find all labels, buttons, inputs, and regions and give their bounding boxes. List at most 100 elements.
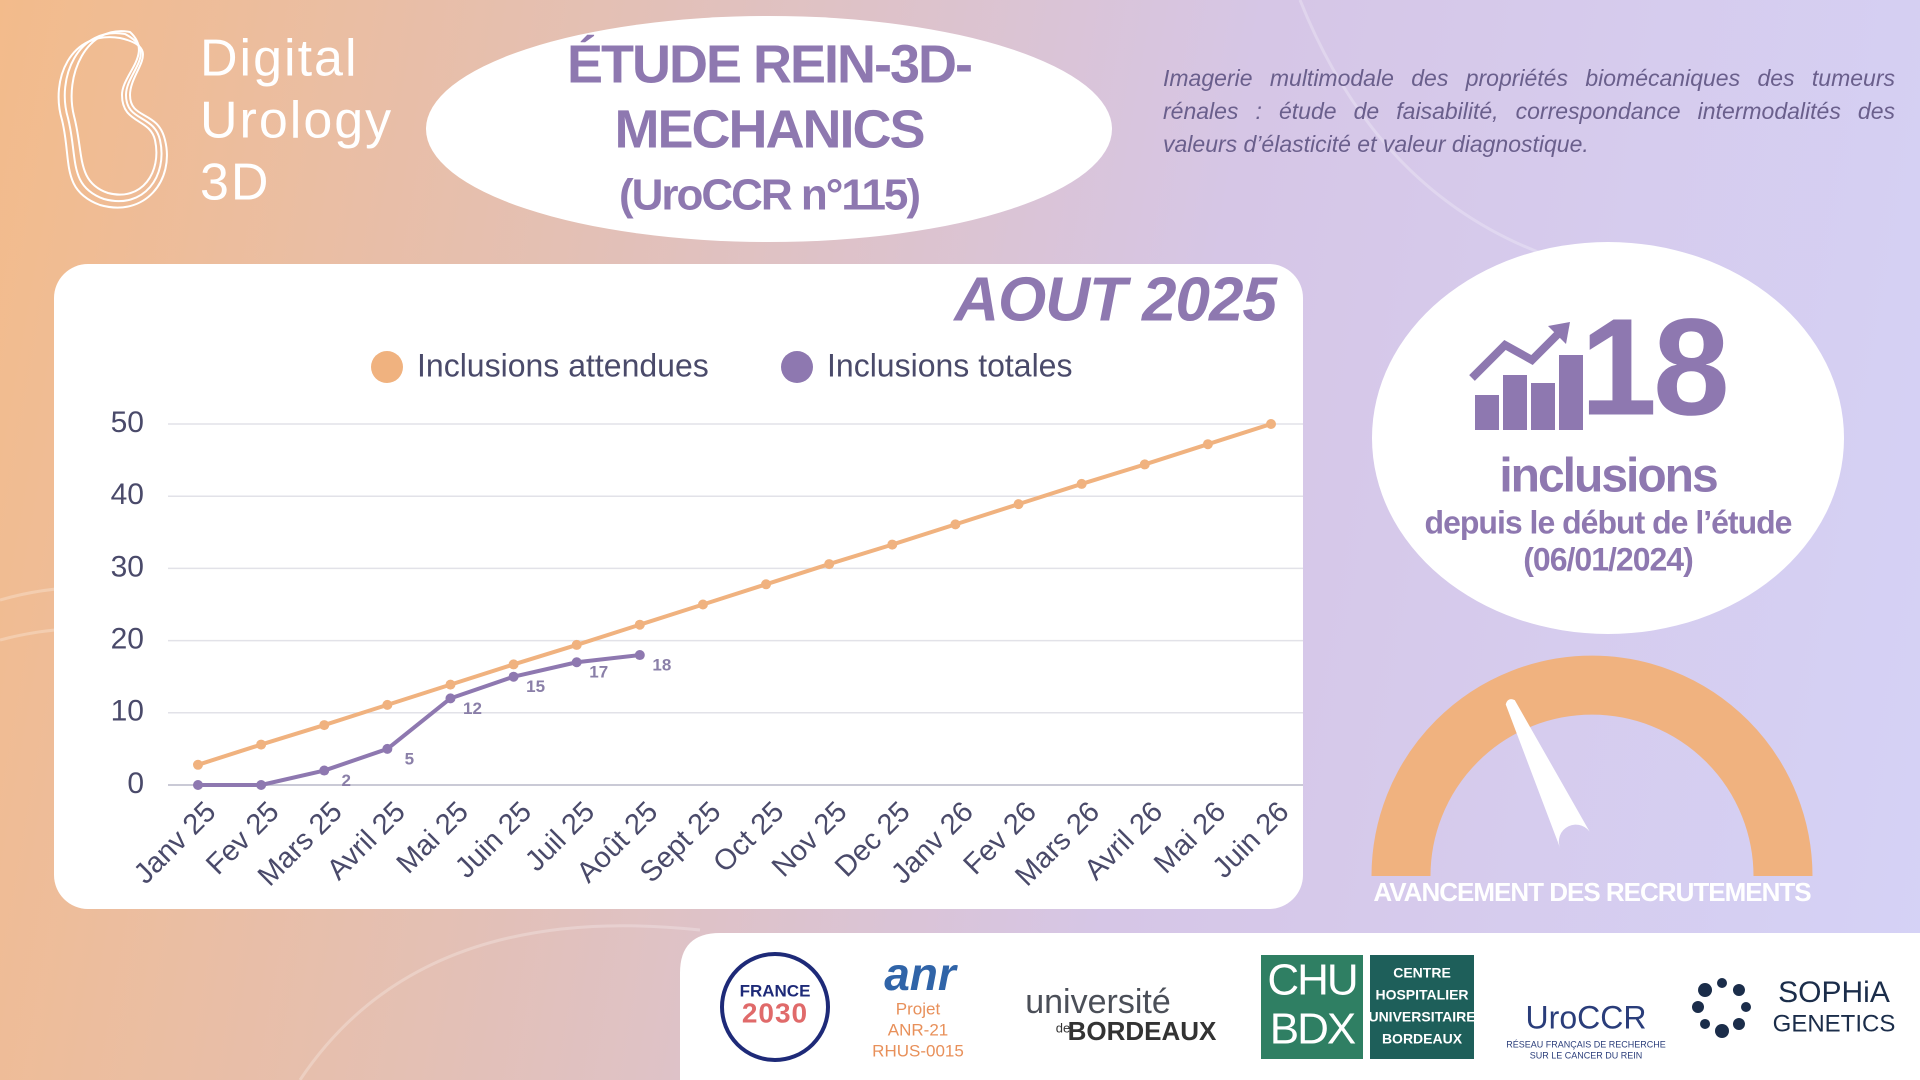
partner-text: université [1025, 983, 1171, 1021]
y-tick-label: 40 [111, 478, 144, 511]
data-point [1013, 499, 1024, 510]
data-point [382, 743, 393, 754]
partner-text: anr [884, 948, 958, 1000]
partner-text: CENTRE [1393, 965, 1451, 981]
sophia-dot [1700, 1018, 1711, 1029]
data-point [256, 780, 267, 790]
partner-text: ANR-21 [888, 1020, 948, 1039]
chu-box [1370, 955, 1474, 1059]
chart-title: AOUT 2025 [952, 265, 1278, 334]
description: Imagerie multimodale des propriétés biom… [1163, 65, 1895, 157]
data-point [508, 659, 519, 670]
title-line: (UroCCR n°115) [619, 171, 919, 220]
sophia-dot [1732, 984, 1745, 997]
data-label: 5 [405, 749, 414, 768]
data-point [887, 539, 898, 550]
data-point [256, 739, 267, 750]
icon-bar [1559, 355, 1583, 430]
kpi-value: 18 [1580, 290, 1726, 444]
data-point [445, 679, 456, 690]
legend-label: Inclusions attendues [417, 347, 709, 383]
legend-label: Inclusions totales [827, 347, 1072, 383]
partner-text: BDX [1270, 1005, 1356, 1054]
partner-text: de [1056, 1020, 1070, 1035]
icon-bar [1503, 375, 1527, 430]
sophia-dot [1741, 1002, 1751, 1012]
partner-text: FRANCE [740, 981, 811, 1000]
data-point [824, 559, 835, 570]
y-tick-label: 50 [111, 406, 144, 439]
kpi-icon [1469, 322, 1583, 430]
sophia-dot [1698, 983, 1713, 998]
partner-text: BORDEAUX [1068, 1016, 1217, 1046]
sophia-dot [1717, 978, 1727, 988]
sophia-dot [1732, 1017, 1745, 1030]
partner-text: UNIVERSITAIRE [1368, 1009, 1475, 1025]
series-line [198, 653, 641, 787]
kpi-date: (06/01/2024) [1523, 541, 1693, 577]
partner-text: RÉSEAU FRANÇAIS DE RECHERCHE [1506, 1039, 1666, 1049]
partner-text: UroCCR [1526, 999, 1647, 1035]
data-point [1076, 478, 1087, 489]
icon-bar [1531, 383, 1555, 430]
data-point [193, 759, 203, 770]
data-point [1202, 439, 1213, 450]
y-tick-label: 30 [111, 550, 144, 583]
kpi-ellipse [1372, 242, 1844, 634]
partner-text: HOSPITALIER [1375, 987, 1468, 1003]
data-point [508, 671, 519, 682]
series-line [197, 422, 1272, 767]
data-point [697, 599, 708, 610]
partner-text: 2030 [742, 997, 808, 1028]
legend-swatch [371, 351, 403, 383]
france2030-ring [720, 952, 830, 1062]
gauge-arc [1371, 655, 1813, 877]
sophia-dot [1692, 1001, 1704, 1013]
icon-bar [1475, 395, 1499, 430]
kpi-label: inclusions [1499, 450, 1717, 503]
data-point [1139, 459, 1150, 470]
sophia-dot [1715, 1024, 1729, 1038]
data-point [319, 720, 330, 731]
y-tick-label: 0 [127, 767, 144, 800]
partner-text: SUR LE CANCER DU REIN [1530, 1050, 1643, 1060]
data-label: 2 [342, 771, 351, 790]
title-line: ÉTUDE REIN-3D- [567, 34, 971, 94]
partner-text: SOPHiA [1778, 976, 1890, 1009]
partner-text: Projet [896, 999, 941, 1018]
gauge-needle [1505, 699, 1592, 849]
partner-text: GENETICS [1773, 1010, 1896, 1037]
data-point [571, 639, 582, 650]
partner-text: CHU [1267, 956, 1356, 1005]
data-point [382, 699, 393, 710]
logo-text: Digital [200, 30, 359, 88]
data-point [193, 780, 203, 790]
partner-text: BORDEAUX [1382, 1031, 1463, 1047]
y-tick-label: 20 [111, 623, 144, 656]
data-point [1266, 419, 1276, 429]
logo-kidney [57, 30, 168, 209]
icon-arrowhead [1548, 322, 1570, 344]
data-point [634, 619, 645, 630]
data-point [950, 519, 961, 530]
partner-text: RHUS-0015 [872, 1041, 964, 1060]
chart-card [54, 264, 1303, 909]
data-point [571, 657, 582, 668]
data-point [761, 579, 772, 590]
data-point [634, 650, 645, 661]
kpi-sub: depuis le début de l’étude [1425, 504, 1792, 540]
data-label: 12 [463, 699, 482, 718]
chu-box [1261, 955, 1363, 1059]
icon-arrow [1469, 329, 1563, 381]
gauge-label: AVANCEMENT DES RECRUTEMENTS [1373, 877, 1811, 907]
data-label: 17 [589, 663, 608, 682]
y-tick-label: 10 [111, 695, 144, 728]
legend-swatch [781, 351, 813, 383]
data-label: 15 [526, 677, 545, 696]
logo-text: 3D [200, 154, 270, 212]
logo-text: Urology [200, 92, 393, 150]
data-label: 18 [652, 656, 671, 675]
data-point [445, 693, 456, 704]
